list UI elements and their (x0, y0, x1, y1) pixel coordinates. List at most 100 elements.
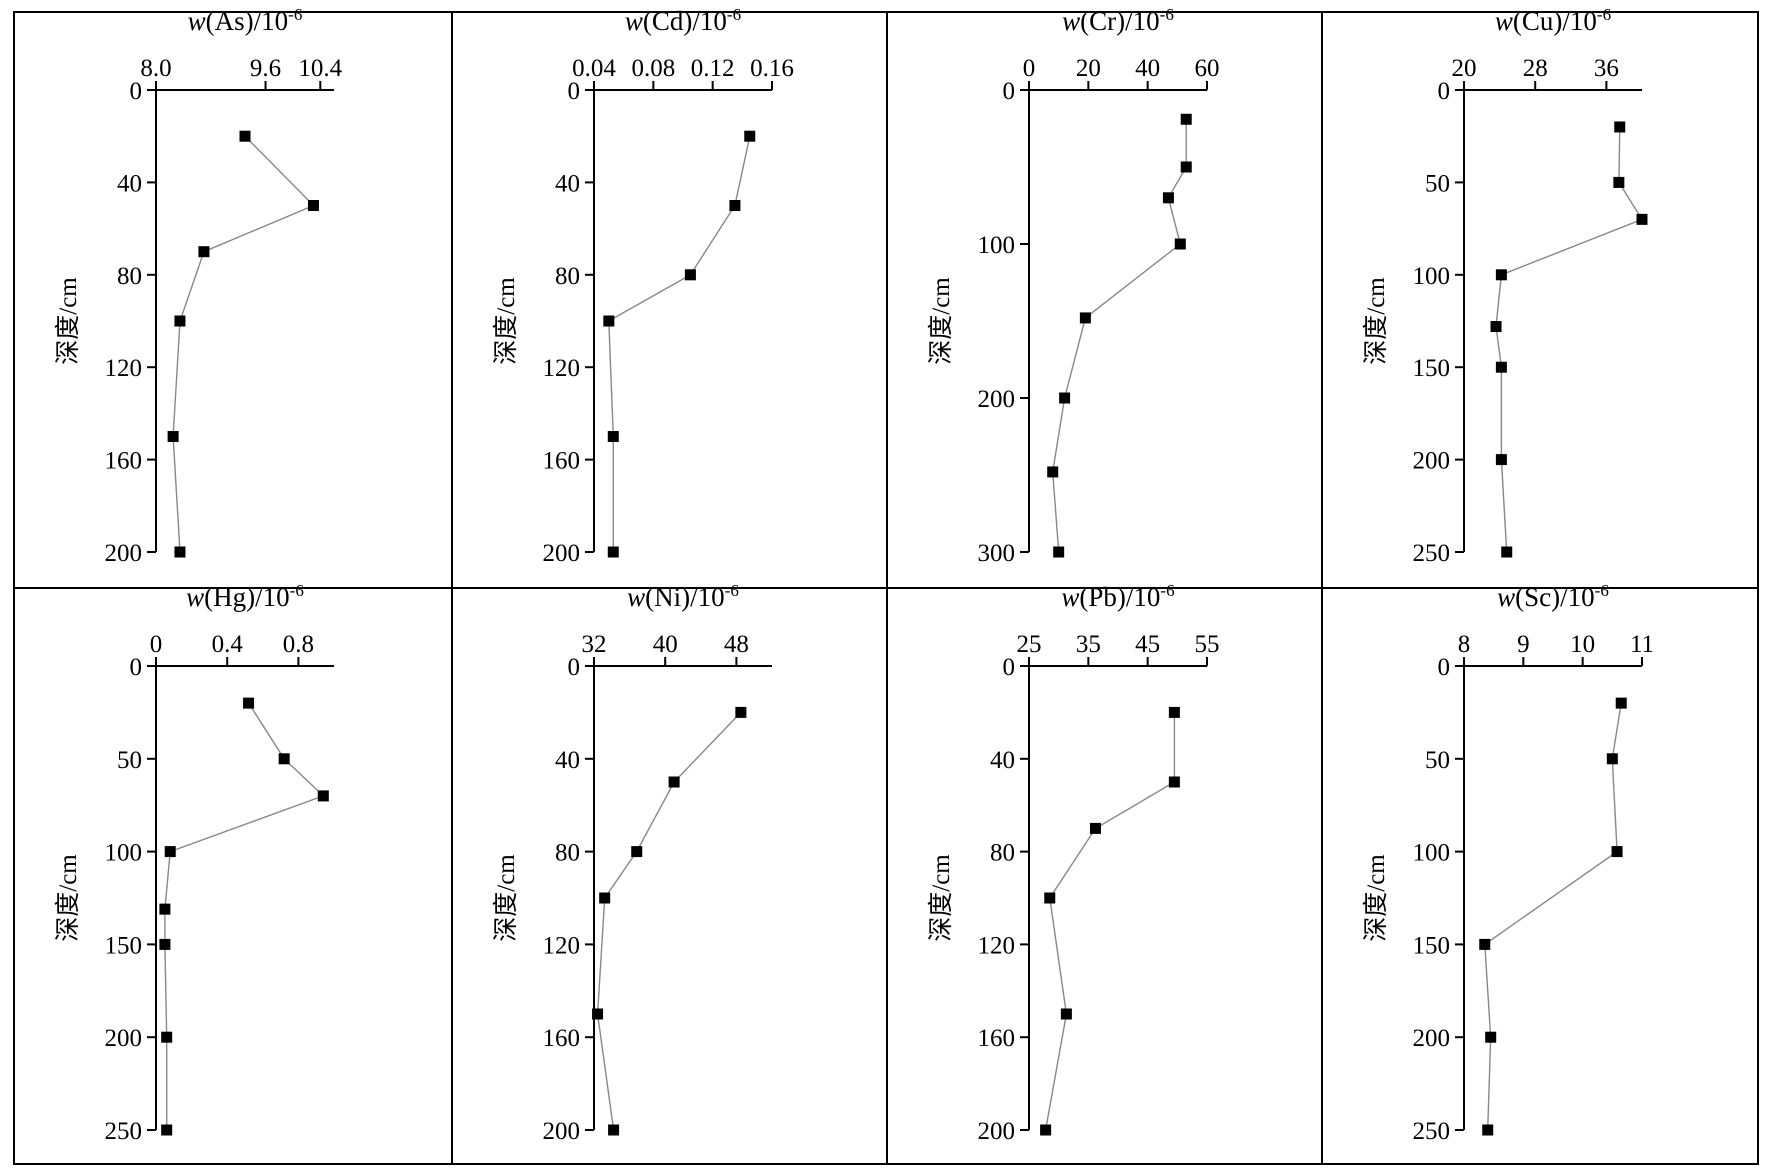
y-tick-label: 80 (990, 840, 1015, 867)
x-tick-label: 9.6 (250, 55, 281, 82)
y-tick-label: 40 (990, 747, 1015, 774)
x-tick-label: 40 (653, 631, 678, 658)
title-superscript: -6 (290, 581, 304, 600)
chart-title: w(Ni)/10-6 (627, 581, 739, 612)
data-point (174, 546, 186, 558)
x-tick-label: 55 (1195, 631, 1220, 658)
y-axis-label: 深度/cm (54, 854, 82, 942)
title-text: (Ni)/10 (645, 582, 724, 612)
x-tick-label: 0.12 (691, 55, 735, 82)
y-axis-label: 深度/cm (1362, 854, 1390, 942)
title-italic: w (1062, 6, 1080, 36)
chart-title: w(Pb)/10-6 (1061, 581, 1174, 612)
y-tick-label: 80 (555, 840, 580, 867)
y-tick-label: 200 (978, 1118, 1016, 1145)
title-italic: w (1497, 582, 1515, 612)
title-italic: w (625, 6, 643, 36)
title-text: (Cd)/10 (643, 6, 727, 36)
panel-hg: w(Hg)/10-6 0 0.4 0.8 0 50 100 150 200 250 深度/cm (54, 581, 334, 1145)
y-tick-label: 160 (978, 1025, 1016, 1052)
data-point (1180, 161, 1192, 173)
y-tick-label: 200 (543, 1118, 581, 1145)
title-superscript: -6 (1160, 581, 1174, 600)
title-superscript: -6 (1597, 5, 1611, 24)
y-tick-label: 40 (555, 170, 580, 197)
x-tick-label: 0.16 (750, 55, 794, 82)
data-point (317, 790, 329, 802)
y-tick-label: 200 (1413, 448, 1451, 475)
y-tick-label: 200 (978, 386, 1016, 413)
series-line (1484, 702, 1622, 1131)
chart-title: w(Sc)/10-6 (1497, 581, 1609, 612)
y-axis-label: 深度/cm (492, 277, 520, 365)
y-tick-label: 50 (1425, 170, 1450, 197)
data-point (159, 938, 171, 950)
x-tick-label: 8 (1458, 631, 1471, 658)
data-point (1044, 892, 1056, 904)
title-superscript: -6 (1595, 581, 1609, 600)
data-point (735, 706, 747, 718)
panel-pb: w(Pb)/10-6 25 35 45 55 0 40 80 120 160 200 深度/cm (927, 581, 1220, 1145)
data-point (607, 431, 619, 442)
y-tick-label: 200 (105, 1025, 143, 1052)
title-superscript: -6 (725, 581, 739, 600)
data-point (198, 246, 210, 258)
y-tick-label: 0 (568, 78, 581, 105)
x-tick-label: 0.4 (212, 631, 244, 658)
data-point (599, 892, 611, 904)
data-point (608, 1124, 620, 1136)
title-superscript: -6 (727, 5, 741, 24)
y-tick-label: 80 (555, 263, 580, 290)
x-tick-label: 35 (1076, 631, 1101, 658)
data-point (243, 697, 255, 709)
x-tick-label: 0.04 (572, 55, 616, 82)
y-tick-label: 120 (978, 932, 1016, 959)
data-point (1490, 321, 1502, 333)
x-tick-label: 60 (1195, 55, 1220, 82)
y-axis-label: 深度/cm (1362, 277, 1390, 365)
title-superscript: -6 (1160, 5, 1174, 24)
x-tick-label: 45 (1135, 631, 1160, 658)
y-axis-label: 深度/cm (54, 277, 82, 365)
panel-cu: w(Cu)/10-6 20 28 36 0 50 100 150 200 250 深度/cm (1362, 5, 1648, 567)
title-italic: w (186, 582, 204, 612)
data-point (603, 315, 615, 327)
data-point (607, 546, 619, 558)
y-tick-label: 150 (105, 932, 143, 959)
title-text: (As)/10 (206, 6, 289, 36)
y-tick-label: 250 (1413, 1118, 1451, 1145)
x-tick-label: 10.4 (298, 55, 342, 82)
y-tick-label: 100 (1413, 263, 1451, 290)
chart-title: w(Cd)/10-6 (625, 5, 741, 36)
x-tick-label: 28 (1523, 55, 1548, 82)
data-point (1495, 269, 1507, 281)
panel-as: w(As)/10-6 8.0 9.6 10.4 0 40 80 120 160 200 深度/cm (54, 5, 343, 567)
y-tick-label: 40 (117, 170, 142, 197)
data-point (1060, 1008, 1072, 1020)
chart-title: w(As)/10-6 (188, 5, 303, 36)
data-point (159, 903, 171, 915)
data-point (1495, 361, 1507, 373)
data-point (1168, 706, 1180, 718)
data-point (239, 130, 251, 142)
title-italic: w (1495, 6, 1513, 36)
data-point (167, 431, 179, 442)
y-tick-label: 250 (105, 1118, 143, 1145)
y-tick-label: 0 (1438, 78, 1451, 105)
y-tick-label: 0 (1003, 654, 1016, 681)
y-tick-label: 150 (1413, 355, 1451, 382)
data-point (1614, 121, 1626, 133)
y-tick-label: 150 (1413, 932, 1451, 959)
data-point (1636, 213, 1648, 225)
x-tick-label: 8.0 (140, 55, 171, 82)
x-tick-label: 48 (724, 631, 749, 658)
x-tick-label: 25 (1017, 631, 1042, 658)
panel-sc: w(Sc)/10-6 8 9 10 11 0 50 100 150 200 250 深度/cm (1362, 581, 1654, 1145)
data-point (1168, 776, 1180, 788)
y-tick-label: 0 (1438, 654, 1451, 681)
title-superscript: -6 (288, 5, 302, 24)
y-tick-label: 0 (1003, 78, 1016, 105)
chart-title: w(Cu)/10-6 (1495, 5, 1611, 36)
data-point (1162, 192, 1174, 204)
